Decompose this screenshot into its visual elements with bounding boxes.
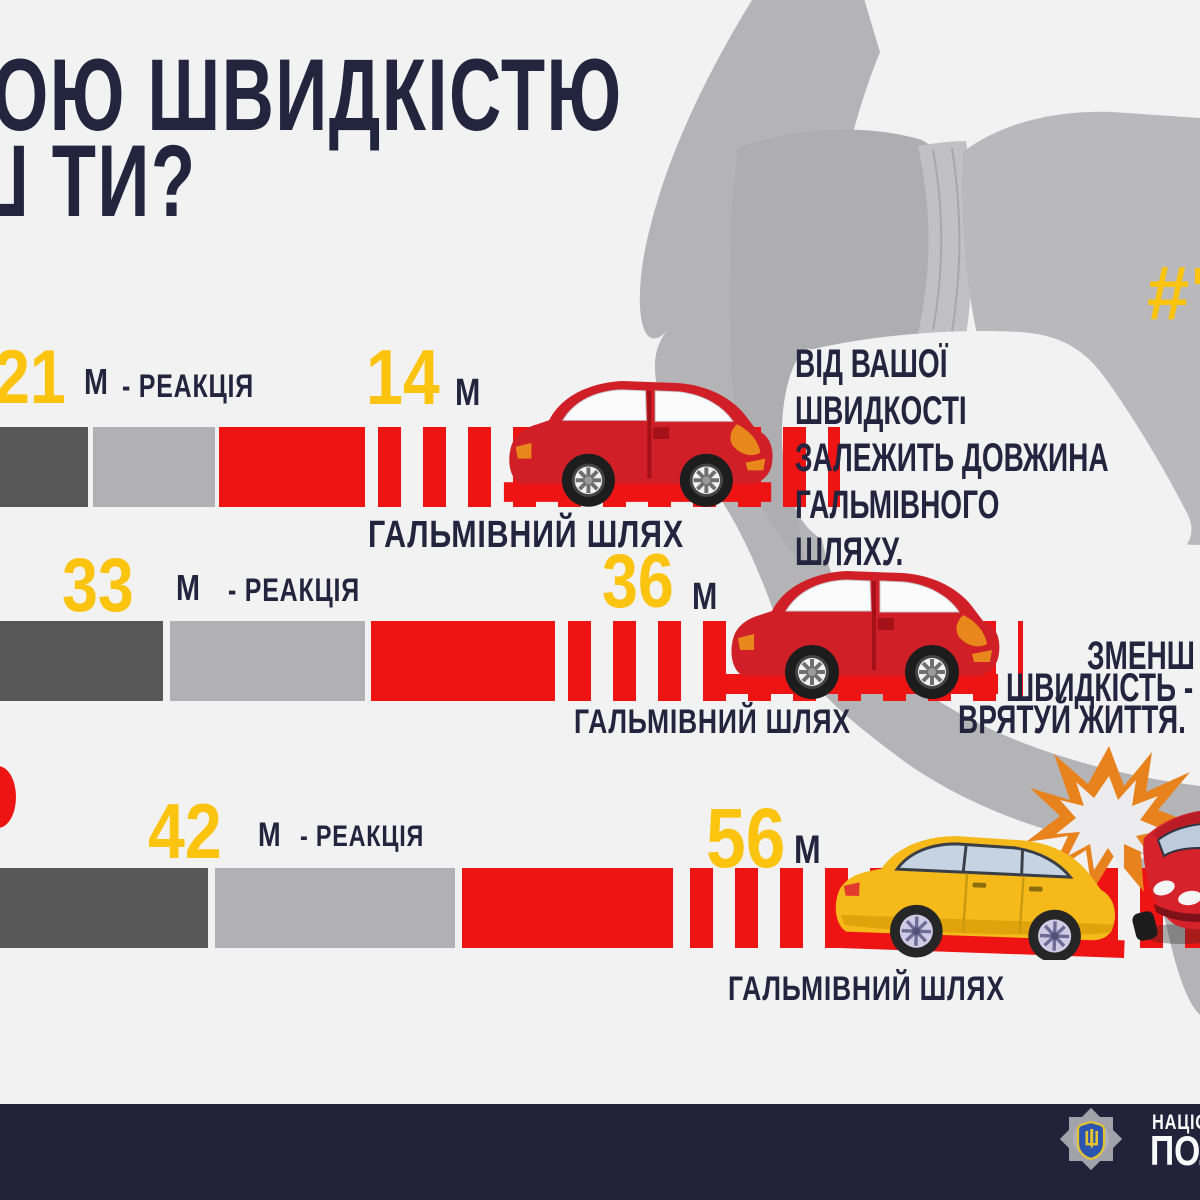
reaction-distance-value: 33 (62, 543, 134, 628)
car-wheel (905, 645, 959, 699)
speed-sign-cropped (0, 766, 16, 828)
reaction-bar-dark (0, 427, 88, 507)
reaction-distance-value: 42 (148, 787, 222, 875)
braking-bar-solid (219, 427, 365, 507)
reaction-distance-unit: М (258, 816, 281, 854)
reaction-bar-light (215, 868, 455, 948)
braking-bar-solid (462, 868, 673, 948)
braking-bar-solid (371, 621, 555, 701)
braking-distance-label: ГАЛЬМІВНИЙ ШЛЯХ (728, 970, 1005, 1008)
braking-distance-value: 36 (602, 539, 674, 624)
reaction-bar-light (170, 621, 365, 701)
car-wheel (890, 904, 943, 958)
braking-distance-value: 56 (706, 791, 786, 885)
text-cloud-right (968, 555, 1200, 772)
police-badge-icon (1059, 1107, 1123, 1171)
reaction-bar-dark (0, 868, 208, 948)
reaction-bar-light (93, 427, 215, 507)
braking-distance-value: 14 (366, 333, 440, 421)
slogan-line: ШВИДКІСТЬ - (1006, 666, 1194, 710)
speed-warning-line: ВІД ВАШОЇ (795, 342, 948, 386)
reaction-distance-value: 21 (0, 335, 66, 420)
footer-band (0, 1104, 1200, 1200)
crashed-red-car (1132, 810, 1200, 944)
braking-distance-unit: М (692, 576, 718, 618)
hashtag-cropped-glyph (1195, 268, 1200, 284)
slogan-line: ЗМЕНШ (1087, 634, 1195, 678)
trident-icon (1085, 1129, 1098, 1149)
footer-org-line-1: НАЦІОНАЛЬНА (1152, 1111, 1200, 1134)
yellow-car (835, 836, 1125, 960)
speed-warning-text: ВІД ВАШОЇ ШВИДКОСТІ ЗАЛЕЖИТЬ ДОВЖИНА ГАЛ… (795, 344, 1200, 572)
hashtag-icon: # (1147, 251, 1190, 336)
page-title-line-2: Ш ТИ? (0, 124, 197, 238)
steering-wheel-wrist (918, 141, 973, 338)
braking-distance-unit: М (794, 828, 821, 872)
car-wheel (1028, 909, 1081, 960)
red-car (726, 571, 1000, 699)
braking-distance-label: ГАЛЬМІВНИЙ ШЛЯХ (368, 514, 684, 556)
speed-warning-line: ШЛЯХУ. (795, 530, 904, 574)
reaction-distance-unit: М (176, 567, 200, 608)
text-cloud-top (781, 330, 1192, 573)
speed-warning-line: ГАЛЬМІВНОГО (795, 483, 1000, 527)
braking-distance-label: ГАЛЬМІВНИЙ ШЛЯХ (574, 703, 851, 741)
reaction-label: - РЕАКЦІЯ (228, 572, 360, 608)
footer-org-line-2: ПОЛІЦІЯ (1150, 1127, 1200, 1174)
reaction-bar-dark (0, 621, 163, 701)
slogan-line: ВРЯТУЙ ЖИТТЯ. (958, 698, 1186, 742)
speed-warning-line: ЗАЛЕЖИТЬ ДОВЖИНА (795, 436, 1109, 480)
reaction-label: - РЕАКЦІЯ (122, 368, 254, 404)
page-title-line-1: ОЮ ШВИДКІСТЮ (0, 38, 623, 152)
car-wheel (679, 453, 733, 507)
car-wheel (561, 453, 615, 507)
reaction-label: - РЕАКЦІЯ (300, 820, 425, 853)
car-wheel (785, 645, 839, 699)
braking-distance-unit: М (455, 372, 481, 414)
red-car (503, 381, 773, 507)
speed-warning-line: ШВИДКОСТІ (795, 389, 967, 433)
reaction-distance-unit: М (84, 361, 108, 402)
